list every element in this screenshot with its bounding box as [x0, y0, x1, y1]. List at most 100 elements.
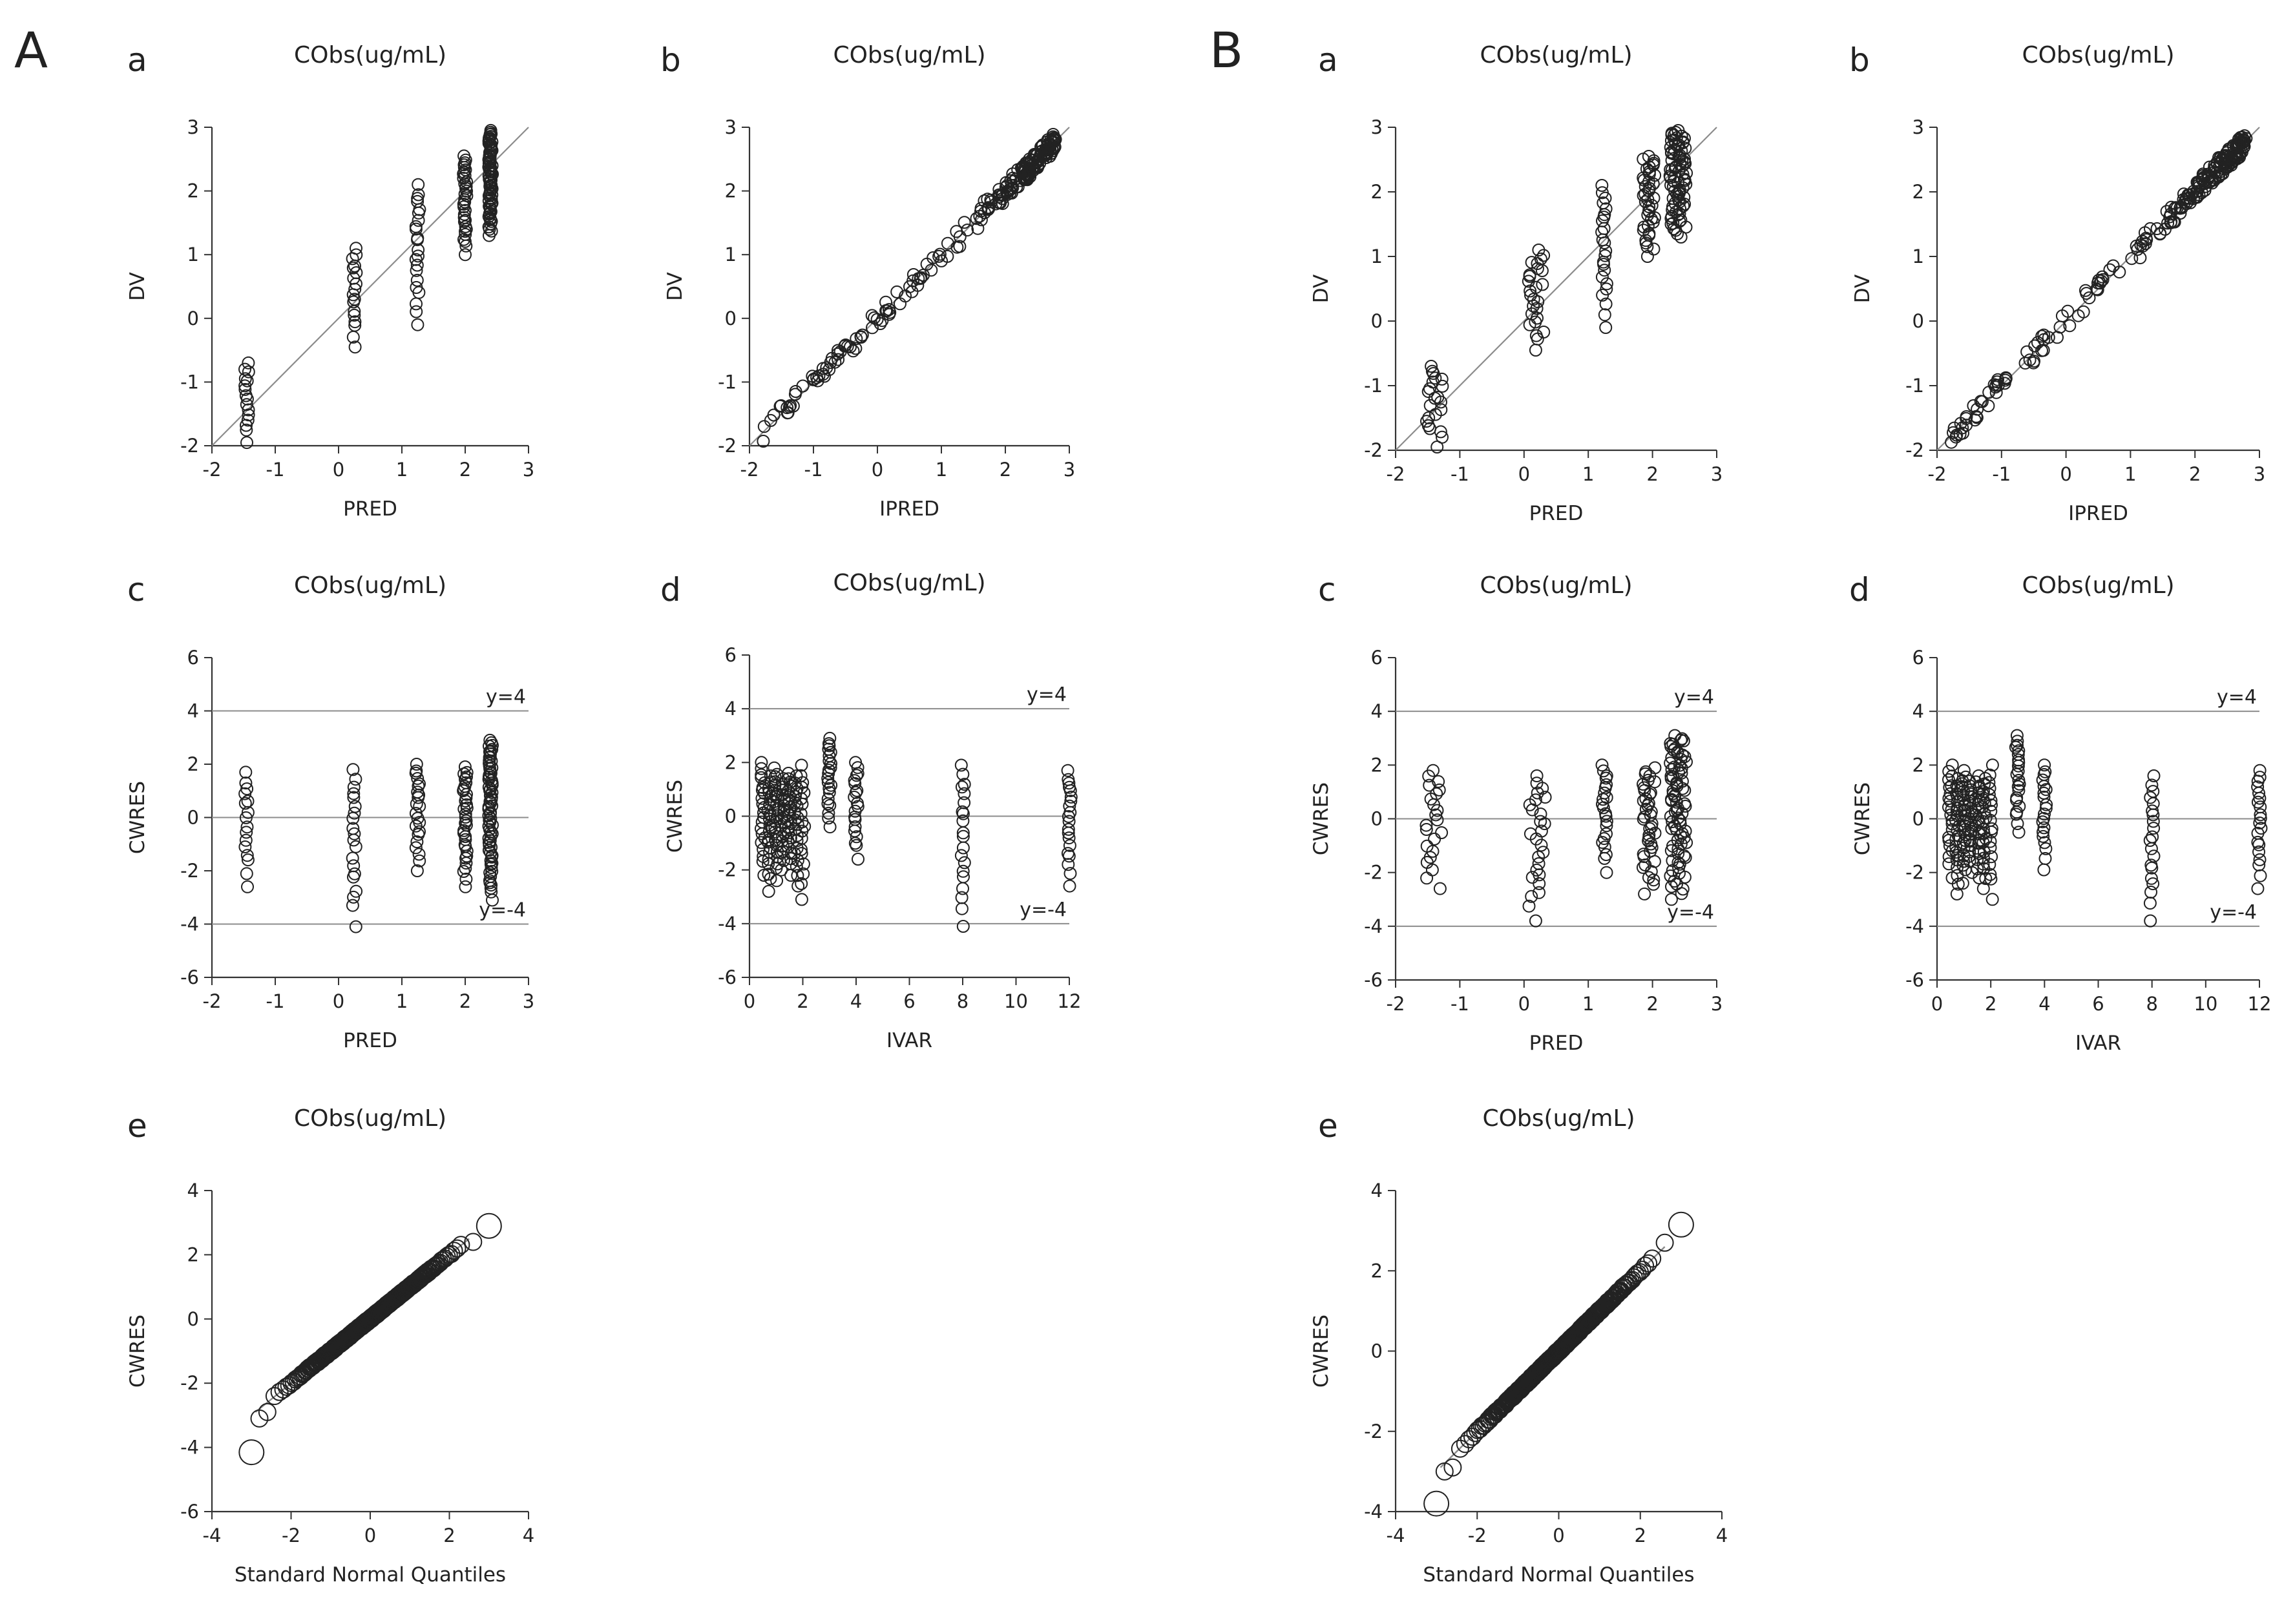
data-point [239, 811, 253, 824]
data-point [240, 820, 254, 834]
data-point [2195, 173, 2209, 187]
data-point [795, 893, 808, 906]
data-point [2012, 753, 2026, 767]
data-point [2208, 171, 2222, 184]
data-point [958, 796, 971, 809]
data-point [1665, 209, 1679, 223]
y-tick-label: 3 [1371, 116, 1383, 138]
data-point [2130, 239, 2143, 253]
data-point [1534, 252, 1547, 265]
data-point [1599, 848, 1613, 861]
x-tick-label: 2 [459, 990, 471, 1012]
panel-letter-A-a: a [127, 41, 147, 79]
data-point [1679, 851, 1692, 864]
data-point [1595, 758, 1609, 772]
data-point [1531, 786, 1544, 800]
data-point [1985, 798, 1998, 812]
data-point [1982, 776, 1996, 789]
y-tick-label: 2 [187, 753, 199, 775]
data-point [2113, 265, 2126, 279]
y-tick-label: 1 [1912, 245, 1924, 267]
data-point [2038, 758, 2051, 772]
data-point [1945, 758, 1959, 772]
data-point [2253, 817, 2267, 829]
data-point [240, 826, 253, 839]
data-point [1599, 297, 1613, 311]
data-point [822, 782, 836, 795]
x-tick-label: 2 [443, 1525, 455, 1546]
panel-letter-B-e: e [1318, 1107, 1338, 1145]
y-tick-label: -4 [180, 913, 199, 935]
data-point [1984, 813, 1997, 827]
data-point [2144, 859, 2158, 872]
y-tick-label: 2 [1371, 1260, 1383, 1282]
data-point [350, 248, 363, 262]
data-point [2252, 845, 2265, 859]
x-tick-label: 2 [797, 990, 808, 1012]
data-point [1643, 1249, 1662, 1268]
data-point [1644, 837, 1658, 851]
data-point [348, 315, 362, 329]
data-point [410, 258, 424, 272]
y-tick-label: 6 [1371, 647, 1383, 669]
data-point [1960, 419, 1973, 432]
data-point [1639, 1254, 1658, 1273]
data-point [1420, 839, 1434, 853]
data-point [458, 760, 472, 774]
data-point [2144, 871, 2158, 885]
y-axis-label: DV [1851, 275, 1874, 304]
data-point [348, 340, 362, 354]
data-point [2254, 822, 2268, 835]
data-point [457, 865, 470, 878]
data-point [1675, 762, 1688, 775]
data-point [796, 776, 810, 789]
x-tick-label: 10 [2194, 993, 2217, 1015]
data-point [1597, 764, 1610, 778]
data-point [956, 829, 970, 843]
data-point [412, 249, 424, 263]
data-point [1647, 877, 1661, 891]
data-point [768, 770, 782, 784]
x-tick-label: 10 [1004, 990, 1028, 1012]
data-point [1623, 1271, 1642, 1289]
data-point [2143, 834, 2157, 847]
data-point [850, 769, 863, 782]
data-point [1598, 308, 1611, 322]
y-tick-label: -4 [1364, 915, 1383, 937]
x-tick-label: -2 [1928, 463, 1947, 485]
data-point [953, 240, 967, 253]
data-point [782, 772, 795, 786]
data-point [2146, 815, 2160, 828]
data-point [1040, 151, 1053, 164]
data-point [784, 869, 798, 882]
data-point [958, 216, 971, 229]
y-tick-label: 2 [725, 751, 737, 773]
data-point [961, 224, 974, 237]
data-point [773, 399, 787, 413]
data-point [1668, 729, 1682, 742]
x-tick-label: 2 [1646, 463, 1658, 485]
data-point [1600, 778, 1613, 791]
data-point [2027, 355, 2040, 368]
data-point [242, 403, 255, 417]
data-point [1671, 802, 1684, 815]
data-point [2192, 175, 2206, 189]
y-axis-label: CWRES [126, 1315, 149, 1388]
data-point [348, 308, 361, 322]
data-point [795, 815, 809, 829]
data-point [1062, 773, 1075, 786]
data-point [2010, 729, 2024, 742]
data-point [781, 401, 794, 415]
data-point [1047, 131, 1061, 145]
data-point [794, 769, 808, 782]
data-point [239, 833, 253, 847]
data-point [409, 841, 423, 855]
y-tick-label: 4 [187, 1180, 199, 1202]
data-point [1600, 815, 1613, 828]
y-tick-label: 2 [1371, 181, 1383, 203]
data-point [239, 389, 253, 402]
data-point [958, 856, 971, 869]
data-point [2035, 329, 2049, 343]
data-point [1599, 807, 1612, 820]
